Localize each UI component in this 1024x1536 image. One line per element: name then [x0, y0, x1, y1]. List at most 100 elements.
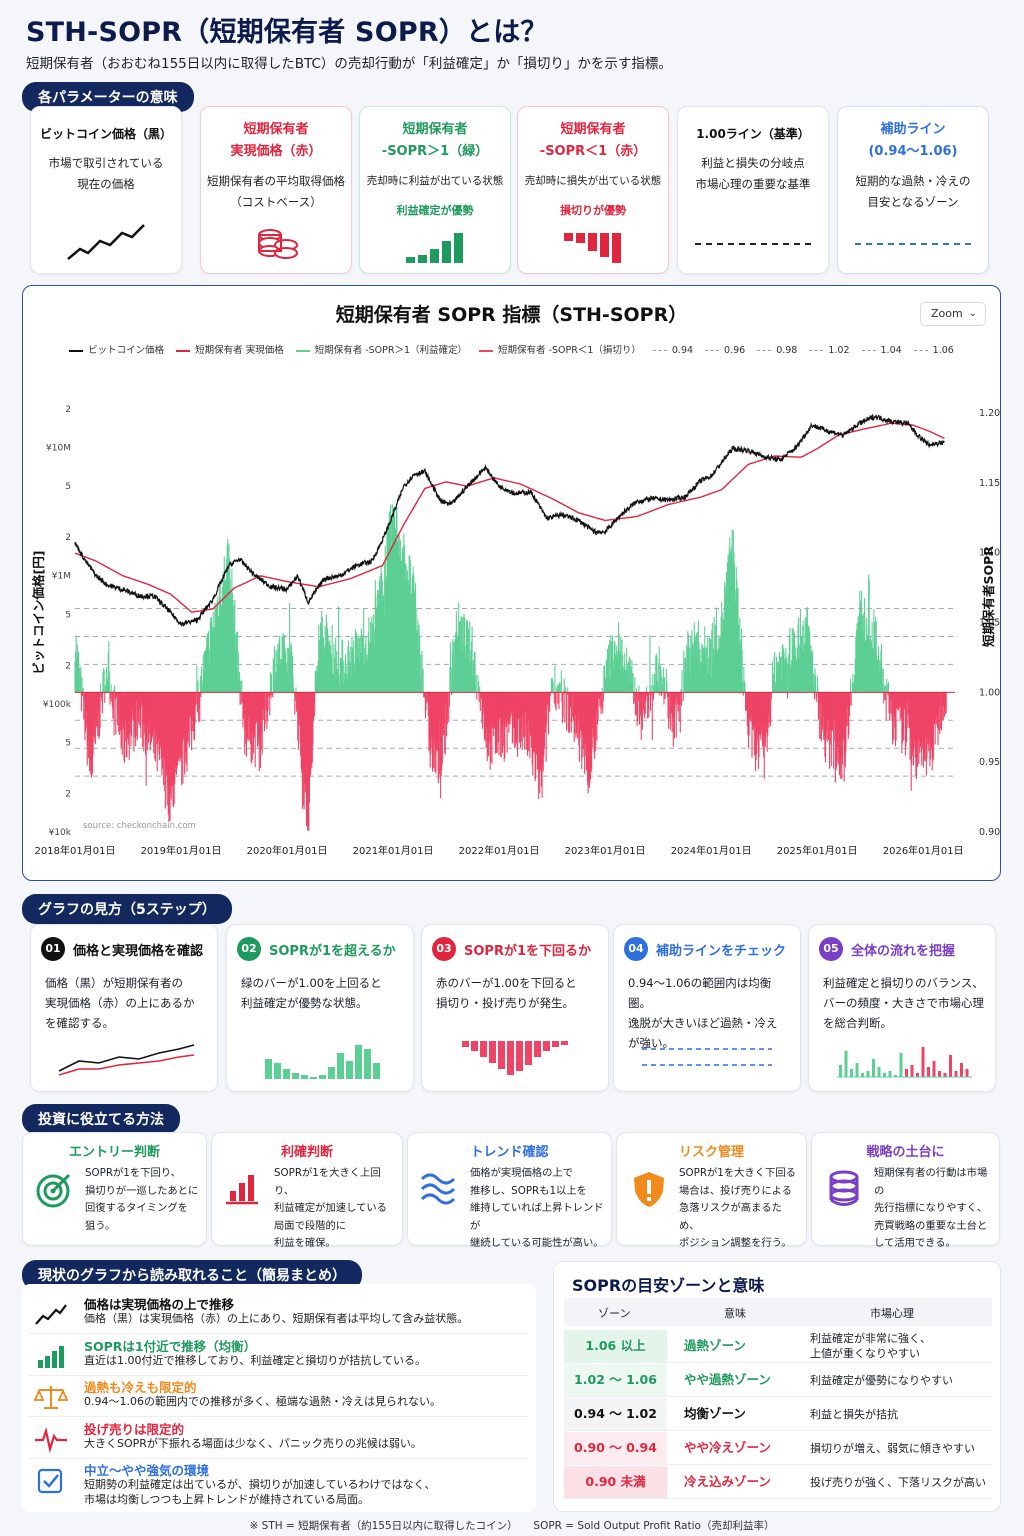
param-card: 短期保有者 実現価格（赤） 短期保有者の平均取得価格 （コストベース）: [200, 106, 352, 274]
summary-title: 投げ売りは限定的: [84, 1421, 185, 1437]
legend-label: 短期保有者 -SOPR＞1（利益確定）: [314, 345, 468, 356]
scale-icon: [33, 1383, 69, 1411]
summary-title: SOPRは1付近で推移（均衡）: [84, 1338, 257, 1354]
zone-meaning: やや過熱ゾーン: [684, 1372, 771, 1387]
legend-item[interactable]: ビットコイン価格: [69, 342, 164, 356]
param-card: ビットコイン価格（黒） 市場で取引されている 現在の価格: [30, 106, 182, 274]
zones-header-meaning: 意味: [724, 1307, 746, 1320]
legend-label: 1.04: [880, 345, 902, 356]
invest-card-title: リスク管理: [678, 1145, 744, 1160]
x-tick-label: 2022年01月01日: [459, 844, 540, 857]
zone-row: 0.94 ～ 1.02 均衡ゾーン 利益と損失が拮抗: [564, 1398, 992, 1431]
zone-range: 1.06 以上: [564, 1330, 667, 1362]
step-number: 05: [819, 937, 843, 961]
x-tick-label: 2020年01月01日: [247, 844, 328, 857]
zone-mood: 利益と損失が拮抗: [810, 1407, 898, 1421]
legend-item[interactable]: 短期保有者 -SOPR＜1（損切り）: [479, 342, 641, 356]
legend-item[interactable]: 1.06: [913, 345, 954, 356]
y-right-tick-label: 1.05: [979, 618, 1000, 629]
legend-swatch: [652, 350, 667, 351]
param-card-desc: 短期的な過熱・冷えの 目安となるゾーン: [855, 174, 971, 209]
x-tick-label: 2023年01月01日: [565, 844, 646, 857]
invest-card-desc: SOPRが1を大きく下回る 場合は、投げ売りによる 急落リスクが高まるため、 ポジショ…: [679, 1167, 796, 1249]
zone-mood: 利益確定が非常に強く、 上値が重くなりやすい: [810, 1332, 931, 1360]
mixed-bars-icon: [809, 1039, 995, 1079]
bar-chart-icon: [224, 1169, 264, 1209]
param-card-desc: 短期保有者の平均取得価格 （コストベース）: [207, 174, 345, 209]
zone-mood: 投げ売りが強く、下落リスクが高い: [810, 1475, 986, 1489]
step-title: 補助ラインをチェック: [656, 944, 787, 959]
y-right-tick-label: 1.00: [979, 687, 1000, 698]
chart-source: source: checkonchain.com: [83, 821, 196, 831]
summary-panel: 価格は実現価格の上で推移 価格（黒）は実現価格（赤）の上にあり、短期保有者は平均し…: [22, 1284, 536, 1512]
step-card: 03 SOPRが1を下回るか 赤のバーが1.00を下回ると 損切り・投げ売りが発生。: [421, 924, 609, 1092]
x-tick-label: 2026年01月01日: [883, 844, 964, 857]
chart-legend: ビットコイン価格 短期保有者 実現価格 短期保有者 -SOPR＞1（利益確定） 短期保…: [23, 342, 1000, 356]
step-number: 02: [237, 937, 261, 961]
zones-title: SOPRの目安ゾーンと意味: [572, 1276, 765, 1295]
summary-row: SOPRは1付近で推移（均衡） 直近は1.00付近で推移しており、利益確定と損切り…: [28, 1334, 528, 1376]
zone-range: 0.94 ～ 1.02: [564, 1398, 667, 1430]
summary-title: 過熱も冷えも限定的: [84, 1380, 197, 1395]
param-card: 補助ライン (0.94〜1.06) 短期的な過熱・冷えの 目安となるゾーン: [837, 106, 989, 274]
legend-item[interactable]: 短期保有者 -SOPR＞1（利益確定）: [295, 342, 468, 356]
step-desc: 0.94〜1.06の範囲内は均衡圏。 逸脱が大きいほど過熱・冷え が強い。: [628, 976, 778, 1050]
legend-label: 短期保有者 実現価格: [195, 345, 284, 356]
summary-row: 投げ売りは限定的 大きくSOPRが下振れる場面は少なく、パニック売りの兆候は弱い。: [28, 1417, 528, 1459]
param-card-desc: 売却時に損失が出ている状態: [524, 175, 662, 187]
zones-table-header: ゾーン 意味 市場心理: [564, 1298, 992, 1326]
y-left-tick-label: 2: [65, 661, 71, 671]
legend-item[interactable]: 1.02: [809, 345, 850, 356]
invest-card: 利確判断 SOPRが1を大きく上回り、 利益確定が加速している 局面で段階的に 利益を確…: [211, 1132, 403, 1249]
database-icon: [824, 1169, 864, 1209]
x-tick-label: 2021年01月01日: [353, 844, 434, 857]
green-bars-icon: [360, 223, 510, 263]
chevron-down-icon: ⌄: [968, 308, 977, 319]
invest-card: エントリー判断 SOPRが1を下回り、 損切りが一巡したあとに 回復するタイミングを狙…: [22, 1132, 207, 1246]
legend-item[interactable]: 1.04: [861, 345, 902, 356]
zone-row: 0.90 未満 冷え込みゾーン 投げ売りが強く、下落リスクが高い: [564, 1466, 992, 1499]
invest-section-tag: 投資に役立てる方法: [22, 1104, 180, 1134]
y-right-axis-label: 短期保有者SOPR: [981, 546, 996, 647]
x-tick-label: 2018年01月01日: [35, 844, 116, 857]
chart-title: 短期保有者 SOPR 指標（STH-SOPR）: [335, 304, 688, 326]
legend-item[interactable]: 0.94: [652, 345, 693, 356]
legend-item[interactable]: 短期保有者 実現価格: [176, 342, 284, 356]
step-desc: 利益確定と損切りのバランス、 バーの頻度・大きさで市場心理 を総合判断。: [823, 976, 984, 1030]
trend-line-icon: [31, 223, 181, 263]
realized-price-line: [74, 422, 945, 613]
legend-item[interactable]: 0.98: [757, 345, 797, 356]
summary-title: 中立〜やや強気の環境: [84, 1463, 210, 1478]
zone-meaning: 均衡ゾーン: [684, 1406, 746, 1421]
step-card: 01 価格と実現価格を確認 価格（黒）が短期保有者の 実現価格（赤）の上にあるか を確認…: [30, 924, 218, 1092]
x-tick-label: 2019年01月01日: [141, 844, 222, 857]
zoom-dropdown[interactable]: Zoom ⌄: [920, 302, 986, 326]
step-desc: 緑のバーが1.00を上回ると 利益確定が優勢な状態。: [241, 976, 382, 1010]
step-card: 02 SOPRが1を超えるか緑のバーが1.00を上回ると 利益確定が優勢な状態。: [226, 924, 414, 1092]
invest-card-title: 戦略の土台に: [866, 1145, 945, 1160]
zoom-label: Zoom: [931, 307, 963, 320]
legend-swatch: [913, 350, 928, 351]
step-card: 05 全体の流れを把握利益確定と損切りのバランス、 バーの頻度・大きさで市場心理 を総…: [808, 924, 996, 1092]
param-card-note: 利益確定が優勢: [396, 204, 474, 217]
pulse-icon: [34, 1425, 68, 1453]
zone-meaning: 冷え込みゾーン: [684, 1474, 771, 1489]
summary-row: 価格は実現価格の上で推移 価格（黒）は実現価格（赤）の上にあり、短期保有者は平均し…: [28, 1292, 528, 1334]
invest-card-title: エントリー判断: [68, 1145, 160, 1160]
red-bars-icon: [518, 223, 668, 263]
sopr-bars: [74, 503, 947, 831]
y-right-tick-label: 1.10: [979, 548, 1000, 559]
shield-icon: [629, 1169, 669, 1209]
invest-card-desc: 価格が実現価格の上で 推移し、SOPRも1以上を 維持していれば上昇トレンドが 継続し…: [470, 1167, 604, 1249]
step-title: SOPRが1を超えるか: [269, 944, 396, 959]
legend-item[interactable]: 0.96: [705, 345, 745, 356]
zones-header-mood: 市場心理: [870, 1307, 914, 1320]
legend-label: ビットコイン価格: [88, 345, 165, 356]
legend-swatch: [705, 350, 720, 351]
summary-desc: 短期勢の利益確定は出ているが、損切りが加速しているわけではなく、 市場は均衡しつつ…: [84, 1478, 436, 1506]
param-card-desc: 市場で取引されている 現在の価格: [48, 156, 164, 191]
zone-meaning: やや冷えゾーン: [684, 1440, 771, 1455]
step-title: 全体の流れを把握: [851, 944, 956, 959]
zone-row: 0.90 ～ 0.94 やや冷えゾーン 損切りが増え、弱気に傾きやすい: [564, 1432, 992, 1465]
param-card: 1.00ライン（基準） 利益と損失の分岐点 市場心理の重要な基準: [677, 106, 829, 274]
